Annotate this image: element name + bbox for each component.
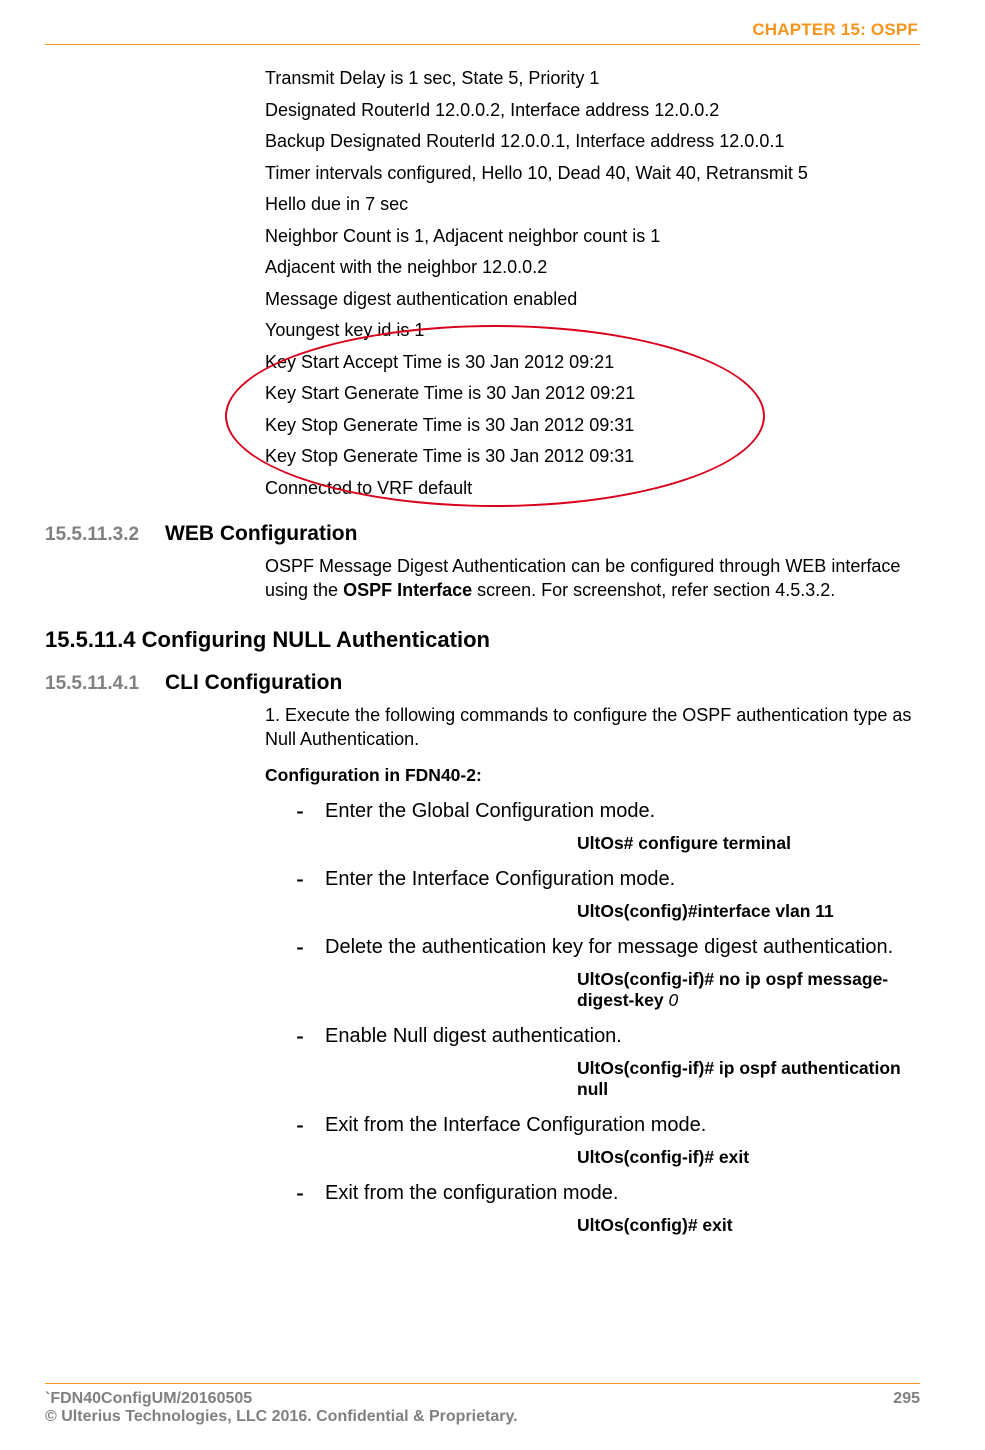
page-footer: `FDN40ConfigUM/20160505 © Ulterius Techn… (45, 1383, 920, 1426)
footer-docid: `FDN40ConfigUM/20160505 (45, 1390, 518, 1408)
steps-list: ˗Enter the Global Configuration mode.Ult… (297, 798, 920, 1236)
footer-page-number: 295 (893, 1390, 920, 1426)
step-dash: ˗ (297, 1180, 325, 1205)
output-line: Youngest key id is 1 (265, 315, 920, 347)
footer-left: `FDN40ConfigUM/20160505 © Ulterius Techn… (45, 1390, 518, 1426)
section-15-5-11-3-2-row: 15.5.11.3.2 WEB Configuration (45, 522, 920, 546)
output-line: Hello due in 7 sec (265, 189, 920, 221)
step-dash: ˗ (297, 1112, 325, 1137)
config-label: Configuration in FDN40-2: (265, 765, 920, 786)
step-dash: ˗ (297, 1023, 325, 1048)
output-line: Key Stop Generate Time is 30 Jan 2012 09… (265, 410, 920, 442)
step-item: ˗Exit from the Interface Configuration m… (297, 1112, 920, 1139)
step-item: ˗Enter the Global Configuration mode. (297, 798, 920, 825)
section-number: 15.5.11.4 (45, 627, 136, 652)
step-item: ˗Exit from the configuration mode. (297, 1180, 920, 1207)
command-line: UltOs(config-if)# no ip ospf message-dig… (577, 969, 920, 1011)
command-line: UltOs(config-if)# exit (577, 1147, 920, 1168)
output-line: Key Stop Generate Time is 30 Jan 2012 09… (265, 441, 920, 473)
step-item: ˗Enter the Interface Configuration mode. (297, 866, 920, 893)
intro-text: 1. Execute the following commands to con… (265, 703, 920, 752)
step-text: Enter the Global Configuration mode. (325, 798, 655, 825)
page: CHAPTER 15: OSPF Transmit Delay is 1 sec… (0, 0, 985, 1450)
chapter-header: CHAPTER 15: OSPF (45, 20, 920, 40)
command-line: UltOs(config)# exit (577, 1215, 920, 1236)
output-line: Adjacent with the neighbor 12.0.0.2 (265, 252, 920, 284)
body-text: screen. For screenshot, refer section 4.… (472, 580, 835, 600)
command-line: UltOs# configure terminal (577, 833, 920, 854)
step-text: Exit from the Interface Configuration mo… (325, 1112, 706, 1139)
command-line: UltOs(config-if)# ip ospf authentication… (577, 1058, 920, 1100)
step-text: Enable Null digest authentication. (325, 1023, 622, 1050)
step-dash: ˗ (297, 934, 325, 959)
footer-rule (45, 1383, 920, 1384)
section-title: Configuring NULL Authentication (142, 627, 490, 652)
body-bold: OSPF Interface (343, 580, 472, 600)
section-15-5-11-4: 15.5.11.4 Configuring NULL Authenticatio… (45, 627, 920, 653)
step-dash: ˗ (297, 866, 325, 891)
step-text: Delete the authentication key for messag… (325, 934, 893, 961)
section-title: CLI Configuration (165, 671, 342, 695)
step-dash: ˗ (297, 798, 325, 823)
header-rule (45, 44, 920, 45)
step-item: ˗Enable Null digest authentication. (297, 1023, 920, 1050)
step-item: ˗Delete the authentication key for messa… (297, 934, 920, 961)
command-arg: 0 (668, 990, 678, 1010)
command-line: UltOs(config)#interface vlan 11 (577, 901, 920, 922)
section-number: 15.5.11.4.1 (45, 673, 165, 695)
output-line: Key Start Accept Time is 30 Jan 2012 09:… (265, 347, 920, 379)
step-text: Enter the Interface Configuration mode. (325, 866, 675, 893)
output-line: Backup Designated RouterId 12.0.0.1, Int… (265, 126, 920, 158)
output-line: Message digest authentication enabled (265, 284, 920, 316)
output-line: Key Start Generate Time is 30 Jan 2012 0… (265, 378, 920, 410)
output-line: Transmit Delay is 1 sec, State 5, Priori… (265, 63, 920, 95)
step-text: Exit from the configuration mode. (325, 1180, 618, 1207)
output-line: Designated RouterId 12.0.0.2, Interface … (265, 95, 920, 127)
output-line: Neighbor Count is 1, Adjacent neighbor c… (265, 221, 920, 253)
output-line: Connected to VRF default (265, 473, 920, 505)
footer-copyright: © Ulterius Technologies, LLC 2016. Confi… (45, 1408, 518, 1426)
section-number: 15.5.11.3.2 (45, 524, 165, 546)
section-title: WEB Configuration (165, 522, 357, 546)
cli-output-block: Transmit Delay is 1 sec, State 5, Priori… (265, 63, 920, 504)
section-body: OSPF Message Digest Authentication can b… (265, 554, 920, 603)
output-line: Timer intervals configured, Hello 10, De… (265, 158, 920, 190)
section-15-5-11-4-1-row: 15.5.11.4.1 CLI Configuration (45, 671, 920, 695)
